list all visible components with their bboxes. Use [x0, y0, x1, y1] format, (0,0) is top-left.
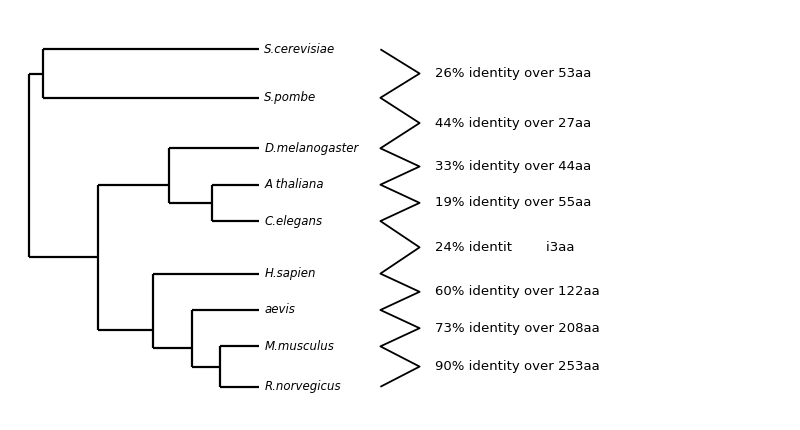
Text: 24% identit        i3aa: 24% identit i3aa [435, 241, 574, 254]
Text: 33% identity over 44aa: 33% identity over 44aa [435, 160, 591, 173]
Text: 26% identity over 53aa: 26% identity over 53aa [435, 67, 592, 80]
Text: D.melanogaster: D.melanogaster [264, 142, 358, 155]
Text: H.sapien: H.sapien [264, 267, 316, 280]
Text: R.norvegicus: R.norvegicus [264, 380, 341, 393]
Text: 60% identity over 122aa: 60% identity over 122aa [435, 285, 600, 298]
Text: 44% identity over 27aa: 44% identity over 27aa [435, 117, 591, 129]
Text: S.pombe: S.pombe [264, 91, 317, 104]
Text: 90% identity over 253aa: 90% identity over 253aa [435, 360, 600, 373]
Text: S.cerevisiae: S.cerevisiae [264, 43, 336, 56]
Text: 73% identity over 208aa: 73% identity over 208aa [435, 322, 600, 335]
Text: C.elegans: C.elegans [264, 215, 322, 227]
Text: aevis: aevis [264, 304, 295, 316]
Text: 19% identity over 55aa: 19% identity over 55aa [435, 197, 592, 209]
Text: M.musculus: M.musculus [264, 340, 334, 353]
Text: A thaliana: A thaliana [264, 178, 324, 191]
